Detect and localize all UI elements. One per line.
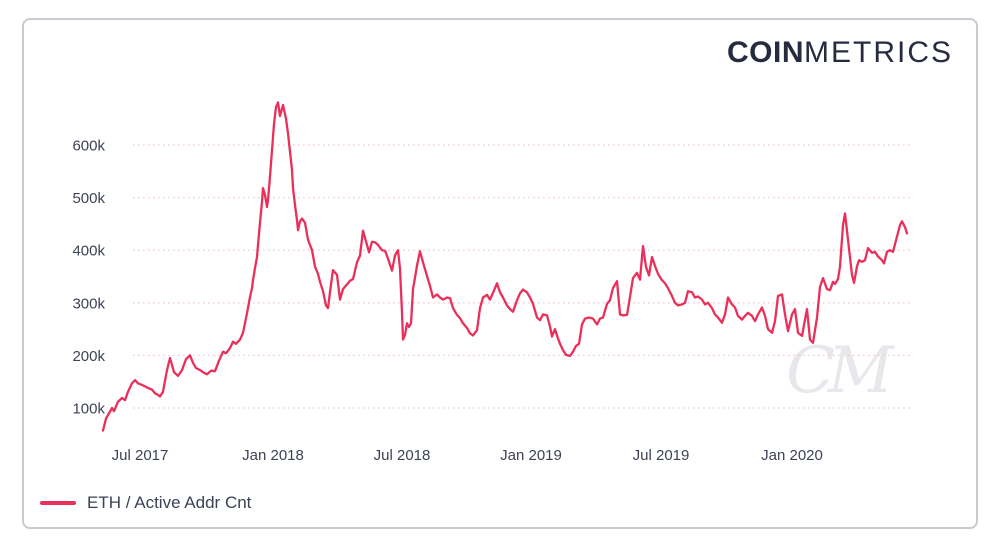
y-tick-500k: 500k	[72, 190, 105, 207]
x-tick-jan-2020: Jan 2020	[761, 447, 823, 464]
y-tick-200k: 200k	[72, 348, 105, 365]
legend-item-eth-active-addr[interactable]: ETH / Active Addr Cnt	[40, 493, 251, 513]
y-tick-400k: 400k	[72, 243, 105, 260]
x-tick-jul-2019: Jul 2019	[633, 447, 690, 464]
eth-active-addr-line	[101, 101, 909, 432]
logo-text-bold: COIN	[727, 36, 804, 69]
x-tick-jul-2017: Jul 2017	[112, 447, 169, 464]
x-tick-jan-2018: Jan 2018	[242, 447, 304, 464]
logo-text-light: METRICS	[804, 36, 953, 69]
coinmetrics-logo: COINMETRICS	[727, 36, 953, 70]
y-tick-100k: 100k	[72, 401, 105, 418]
cm-watermark: CM	[786, 334, 893, 408]
legend-line-swatch	[40, 501, 76, 505]
x-tick-jan-2019: Jan 2019	[500, 447, 562, 464]
y-tick-300k: 300k	[72, 295, 105, 312]
chart-card	[22, 18, 978, 529]
x-tick-jul-2018: Jul 2018	[374, 447, 431, 464]
legend-label: ETH / Active Addr Cnt	[87, 493, 252, 512]
y-tick-600k: 600k	[72, 138, 105, 155]
